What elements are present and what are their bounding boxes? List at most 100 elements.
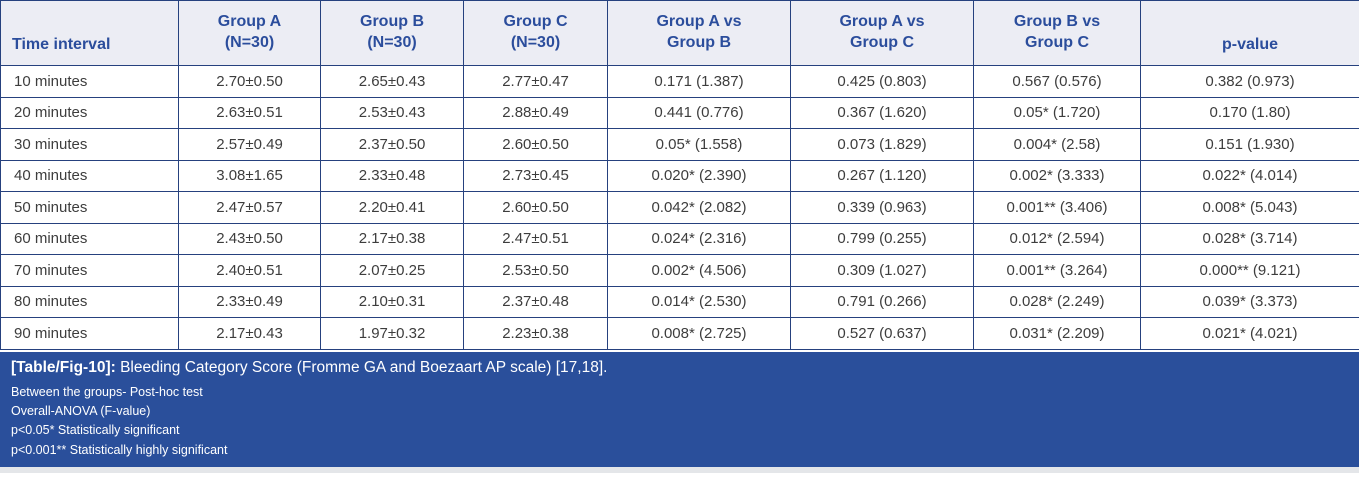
table-cell: 2.47±0.51 xyxy=(463,222,608,255)
table-cell: 0.002* (4.506) xyxy=(607,254,791,287)
table-caption: [Table/Fig-10]: Bleeding Category Score … xyxy=(11,359,1347,377)
column-header-b-vs-c: Group B vs Group C xyxy=(973,0,1141,66)
table-cell: 0.05* (1.720) xyxy=(973,96,1141,129)
table-cell: 0.024* (2.316) xyxy=(607,222,791,255)
caption-tag: [Table/Fig-10]: xyxy=(11,358,116,376)
column-header-group-b: Group B (N=30) xyxy=(320,0,464,66)
table-cell: 0.441 (0.776) xyxy=(607,96,791,129)
table-cell: 0.267 (1.120) xyxy=(790,159,974,192)
table-cell: 90 minutes xyxy=(0,317,179,350)
table-cell: 50 minutes xyxy=(0,191,179,224)
table-cell: 2.77±0.47 xyxy=(463,65,608,98)
table-cell: 0.567 (0.576) xyxy=(973,65,1141,98)
table-cell: 2.47±0.57 xyxy=(178,191,321,224)
table-cell: 20 minutes xyxy=(0,96,179,129)
table-cell: 0.339 (0.963) xyxy=(790,191,974,224)
table-cell: 40 minutes xyxy=(0,159,179,192)
table-cell: 2.10±0.31 xyxy=(320,285,464,318)
table-cell: 0.004* (2.58) xyxy=(973,128,1141,161)
table-cell: 0.039* (3.373) xyxy=(1140,285,1359,318)
table-row: 20 minutes 2.63±0.51 2.53±0.43 2.88±0.49… xyxy=(0,96,1359,129)
table-cell: 0.020* (2.390) xyxy=(607,159,791,192)
bottom-strip xyxy=(0,466,1359,473)
table-cell: 0.309 (1.027) xyxy=(790,254,974,287)
table-cell: 0.05* (1.558) xyxy=(607,128,791,161)
table-cell: 2.60±0.50 xyxy=(463,128,608,161)
table-cell: 2.63±0.51 xyxy=(178,96,321,129)
table-cell: 2.65±0.43 xyxy=(320,65,464,98)
table-cell: 0.028* (2.249) xyxy=(973,285,1141,318)
table-cell: 0.425 (0.803) xyxy=(790,65,974,98)
table-cell: 0.001** (3.264) xyxy=(973,254,1141,287)
table-cell: 0.042* (2.082) xyxy=(607,191,791,224)
table-cell: 2.57±0.49 xyxy=(178,128,321,161)
table-cell: 2.17±0.43 xyxy=(178,317,321,350)
column-header-a-vs-c: Group A vs Group C xyxy=(790,0,974,66)
table-cell: 2.07±0.25 xyxy=(320,254,464,287)
table-cell: 0.031* (2.209) xyxy=(973,317,1141,350)
table-cell: 2.53±0.50 xyxy=(463,254,608,287)
table-row: 40 minutes 3.08±1.65 2.33±0.48 2.73±0.45… xyxy=(0,159,1359,192)
table-row: 70 minutes 2.40±0.51 2.07±0.25 2.53±0.50… xyxy=(0,254,1359,287)
table-cell: 0.014* (2.530) xyxy=(607,285,791,318)
table-cell: 2.60±0.50 xyxy=(463,191,608,224)
table-cell: 2.70±0.50 xyxy=(178,65,321,98)
table-cell: 2.33±0.49 xyxy=(178,285,321,318)
table-cell: 0.527 (0.637) xyxy=(790,317,974,350)
table-cell: 0.799 (0.255) xyxy=(790,222,974,255)
column-header-p-value: p-value xyxy=(1140,0,1359,66)
table-cell: 0.382 (0.973) xyxy=(1140,65,1359,98)
footnote-anova: Overall-ANOVA (F-value) xyxy=(11,403,151,418)
table-cell: 0.008* (5.043) xyxy=(1140,191,1359,224)
results-table: Time interval Group A (N=30) Group B (N=… xyxy=(0,0,1359,350)
column-header-time-interval: Time interval xyxy=(0,0,179,66)
table-cell: 30 minutes xyxy=(0,128,179,161)
table-cell: 0.001** (3.406) xyxy=(973,191,1141,224)
table-cell: 0.002* (3.333) xyxy=(973,159,1141,192)
table-cell: 2.88±0.49 xyxy=(463,96,608,129)
table-cell: 0.791 (0.266) xyxy=(790,285,974,318)
table-row: 60 minutes 2.43±0.50 2.17±0.38 2.47±0.51… xyxy=(0,222,1359,255)
table-cell: 10 minutes xyxy=(0,65,179,98)
table-cell: 60 minutes xyxy=(0,222,179,255)
table-cell: 0.021* (4.021) xyxy=(1140,317,1359,350)
column-header-group-a: Group A (N=30) xyxy=(178,0,321,66)
table-cell: 2.37±0.50 xyxy=(320,128,464,161)
table-cell: 0.073 (1.829) xyxy=(790,128,974,161)
footnote-significant: p<0.05* Statistically significant xyxy=(11,423,180,438)
table-cell: 0.170 (1.80) xyxy=(1140,96,1359,129)
table-row: 10 minutes 2.70±0.50 2.65±0.43 2.77±0.47… xyxy=(0,65,1359,98)
table-cell: 0.028* (3.714) xyxy=(1140,222,1359,255)
table-cell: 0.012* (2.594) xyxy=(973,222,1141,255)
table-row: 80 minutes 2.33±0.49 2.10±0.31 2.37±0.48… xyxy=(0,285,1359,318)
table-cell: 1.97±0.32 xyxy=(320,317,464,350)
table-cell: 2.40±0.51 xyxy=(178,254,321,287)
table-row: 30 minutes 2.57±0.49 2.37±0.50 2.60±0.50… xyxy=(0,128,1359,161)
table-cell: 2.37±0.48 xyxy=(463,285,608,318)
table-cell: 0.008* (2.725) xyxy=(607,317,791,350)
column-header-a-vs-b: Group A vs Group B xyxy=(607,0,791,66)
table-row: 50 minutes 2.47±0.57 2.20±0.41 2.60±0.50… xyxy=(0,191,1359,224)
caption-text: Bleeding Category Score (Fromme GA and B… xyxy=(115,358,608,376)
table-caption-panel: [Table/Fig-10]: Bleeding Category Score … xyxy=(0,351,1359,467)
footnote-highly-significant: p<0.001** Statistically highly significa… xyxy=(11,442,228,457)
table-cell: 70 minutes xyxy=(0,254,179,287)
header-row: Time interval Group A (N=30) Group B (N=… xyxy=(0,0,1359,66)
table-cell: 3.08±1.65 xyxy=(178,159,321,192)
column-header-group-c: Group C (N=30) xyxy=(463,0,608,66)
table-cell: 2.20±0.41 xyxy=(320,191,464,224)
table-cell: 2.53±0.43 xyxy=(320,96,464,129)
table-cell: 0.367 (1.620) xyxy=(790,96,974,129)
table-cell: 2.17±0.38 xyxy=(320,222,464,255)
table-cell: 80 minutes xyxy=(0,285,179,318)
table-cell: 2.73±0.45 xyxy=(463,159,608,192)
table-row: 90 minutes 2.17±0.43 1.97±0.32 2.23±0.38… xyxy=(0,317,1359,350)
table-cell: 2.33±0.48 xyxy=(320,159,464,192)
table-cell: 0.171 (1.387) xyxy=(607,65,791,98)
table-cell: 2.23±0.38 xyxy=(463,317,608,350)
table-cell: 0.022* (4.014) xyxy=(1140,159,1359,192)
table-cell: 2.43±0.50 xyxy=(178,222,321,255)
footnote-posthoc: Between the groups- Post-hoc test xyxy=(11,384,203,399)
table-cell: 0.151 (1.930) xyxy=(1140,128,1359,161)
table-cell: 0.000** (9.121) xyxy=(1140,254,1359,287)
